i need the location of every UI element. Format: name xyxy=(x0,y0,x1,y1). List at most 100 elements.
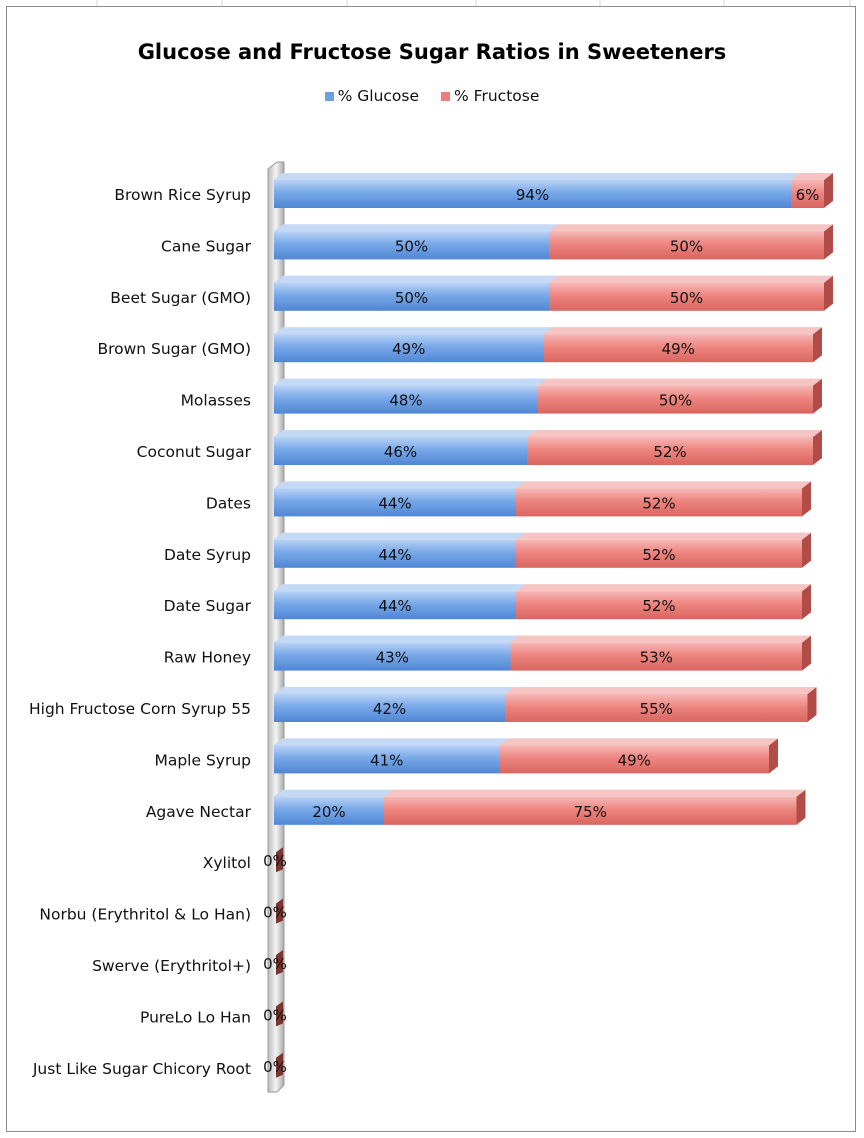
data-label-fructose: 52% xyxy=(642,546,675,564)
bar-zero xyxy=(276,950,283,975)
bar-fructose[interactable] xyxy=(538,385,813,414)
bar-end-face xyxy=(824,224,833,260)
category-label: Norbu (Erythritol & Lo Han) xyxy=(39,906,251,924)
bar-end-face xyxy=(824,173,833,208)
bar-fructose[interactable] xyxy=(516,488,802,517)
bar-glucose-top xyxy=(274,173,800,180)
bar-fructose[interactable] xyxy=(549,231,824,260)
bar-fructose[interactable] xyxy=(516,539,802,568)
category-label: Swerve (Erythritol+) xyxy=(92,957,251,975)
data-label-glucose: 20% xyxy=(312,803,345,821)
data-label-fructose: 52% xyxy=(653,443,686,461)
data-label-glucose: 49% xyxy=(392,340,425,358)
data-label-fructose: 50% xyxy=(670,289,703,307)
data-label-glucose: 94% xyxy=(516,186,549,204)
bar-fructose-top xyxy=(505,687,817,694)
data-label-glucose: 0% xyxy=(263,852,287,870)
bar-glucose[interactable] xyxy=(274,591,516,620)
legend: % Glucose % Fructose xyxy=(0,87,864,105)
bar-fructose-top xyxy=(499,738,778,746)
bar-glucose-top xyxy=(274,789,393,797)
data-label-glucose: 43% xyxy=(376,649,409,667)
bar-glucose[interactable] xyxy=(274,180,791,208)
category-label: Xylitol xyxy=(203,854,251,872)
bar-fructose-top xyxy=(538,378,822,386)
data-label-glucose: 42% xyxy=(373,700,406,718)
category-label: Coconut Sugar xyxy=(137,443,252,461)
bar-zero xyxy=(276,847,283,873)
data-label-glucose: 0% xyxy=(263,1006,287,1024)
bar-glucose[interactable] xyxy=(274,745,500,774)
bar-glucose-top xyxy=(274,275,558,283)
legend-item-glucose: % Glucose xyxy=(324,87,420,105)
bar-end-face xyxy=(802,635,811,671)
data-label-glucose: 0% xyxy=(263,1058,287,1076)
bar-end-face xyxy=(807,687,817,722)
data-label-glucose: 44% xyxy=(378,597,411,615)
bar-glucose[interactable] xyxy=(274,282,549,311)
bar-end-face xyxy=(802,584,811,620)
bar-glucose[interactable] xyxy=(274,694,505,722)
chart-title: Glucose and Fructose Sugar Ratios in Swe… xyxy=(137,40,727,64)
bar-glucose-top xyxy=(274,532,525,540)
bar-end-face xyxy=(802,532,811,568)
data-label-glucose: 0% xyxy=(263,904,287,922)
data-label-fructose: 50% xyxy=(670,237,703,255)
bar-glucose[interactable] xyxy=(274,642,511,671)
bar-glucose[interactable] xyxy=(274,796,384,825)
data-label-fructose: 6% xyxy=(796,186,820,204)
bar-fructose[interactable] xyxy=(505,694,808,722)
bar-glucose[interactable] xyxy=(274,385,538,414)
bar-end-face xyxy=(824,275,833,311)
bar-fructose-top xyxy=(510,635,811,643)
bar-glucose[interactable] xyxy=(274,231,549,260)
category-label: High Fructose Corn Syrup 55 xyxy=(29,700,251,718)
bar-fructose[interactable] xyxy=(516,591,802,620)
bar-glucose[interactable] xyxy=(274,488,516,517)
legend-label-glucose: % Glucose xyxy=(337,87,420,105)
data-label-fructose: 49% xyxy=(662,340,695,358)
bar-fructose-top xyxy=(791,173,833,180)
data-label-glucose: 0% xyxy=(263,955,287,973)
bar-glucose[interactable] xyxy=(274,539,516,568)
category-label: Maple Syrup xyxy=(154,751,251,769)
data-label-fructose: 52% xyxy=(642,494,675,512)
bar-glucose-top xyxy=(274,224,558,232)
bar-zero xyxy=(276,1052,283,1078)
bar-glucose[interactable] xyxy=(274,334,544,363)
bar-glucose-top xyxy=(274,327,553,335)
bar-fructose[interactable] xyxy=(543,334,814,363)
category-label: Brown Rice Syrup xyxy=(114,186,251,204)
bar-fructose[interactable] xyxy=(384,796,797,825)
category-label: PureLo Lo Han xyxy=(140,1008,251,1026)
bar-fructose[interactable] xyxy=(527,437,813,465)
category-label: Just Like Sugar Chicory Root xyxy=(32,1060,251,1078)
bar-fructose[interactable] xyxy=(499,745,770,774)
category-label: Date Syrup xyxy=(164,546,251,564)
data-label-fructose: 55% xyxy=(640,700,673,718)
data-label-glucose: 41% xyxy=(370,751,403,769)
bar-zero xyxy=(276,1001,283,1027)
bar-glucose[interactable] xyxy=(274,437,527,465)
bar-end-face xyxy=(813,378,822,414)
category-label: Cane Sugar xyxy=(161,237,252,255)
category-label: Raw Honey xyxy=(164,649,251,667)
bar-fructose[interactable] xyxy=(549,282,824,311)
bar-end-face xyxy=(796,789,806,825)
bar-glucose-top xyxy=(274,378,547,386)
data-label-fructose: 52% xyxy=(642,597,675,615)
data-label-glucose: 44% xyxy=(378,494,411,512)
bar-fructose[interactable] xyxy=(791,180,824,208)
bar-fructose-top xyxy=(516,481,811,489)
category-label: Beet Sugar (GMO) xyxy=(110,289,251,307)
bar-fructose-top xyxy=(516,532,811,540)
bar-fructose-top xyxy=(516,584,811,592)
data-label-fructose: 53% xyxy=(640,649,673,667)
bar-glucose-top xyxy=(274,635,520,643)
category-label: Date Sugar xyxy=(164,597,252,615)
bar-end-face xyxy=(813,430,822,465)
data-label-fructose: 50% xyxy=(659,392,692,410)
bar-fructose[interactable] xyxy=(510,642,803,671)
